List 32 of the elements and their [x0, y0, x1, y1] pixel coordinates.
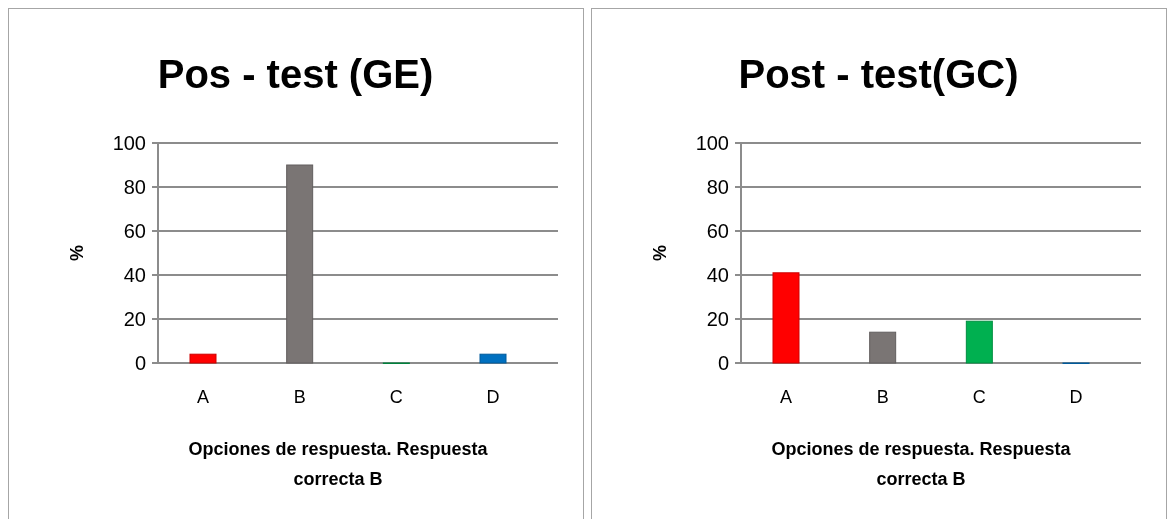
- x-tick-label: B: [876, 387, 889, 407]
- y-tick-label: 80: [123, 176, 146, 198]
- chart-title: Pos - test (GE): [157, 52, 434, 96]
- bar: [965, 320, 993, 364]
- x-axis-title: Opciones de respuesta. Respuesta correcta B: [771, 439, 1072, 489]
- y-axis-title: %: [650, 244, 670, 262]
- x-tick-label: D: [486, 387, 500, 407]
- y-tick-label: 100: [695, 132, 729, 154]
- y-tick-label: 40: [706, 264, 729, 286]
- y-tick-label: 80: [706, 176, 729, 198]
- y-tick-label: 60: [706, 220, 729, 242]
- x-tick-label: C: [389, 387, 403, 407]
- y-tick-label: 20: [123, 308, 146, 330]
- y-tick-label: 0: [717, 352, 729, 374]
- bar: [772, 272, 800, 364]
- bar: [286, 164, 314, 364]
- x-tick-label: A: [779, 387, 793, 407]
- x-tick-label: C: [972, 387, 986, 407]
- x-tick-label: D: [1069, 387, 1083, 407]
- bar: [189, 353, 217, 364]
- y-tick-label: 100: [112, 132, 146, 154]
- x-tick-label: B: [293, 387, 306, 407]
- y-tick-label: 0: [134, 352, 146, 374]
- bar: [869, 331, 897, 364]
- chart-title: Post - test(GC): [738, 52, 1019, 96]
- y-tick-label: 40: [123, 264, 146, 286]
- y-tick-label: 60: [123, 220, 146, 242]
- y-axis-title: %: [67, 244, 87, 262]
- x-axis-title: Opciones de respuesta. Respuesta correcta B: [188, 439, 489, 489]
- x-tick-label: A: [196, 387, 210, 407]
- y-tick-label: 20: [706, 308, 729, 330]
- bar: [479, 353, 507, 364]
